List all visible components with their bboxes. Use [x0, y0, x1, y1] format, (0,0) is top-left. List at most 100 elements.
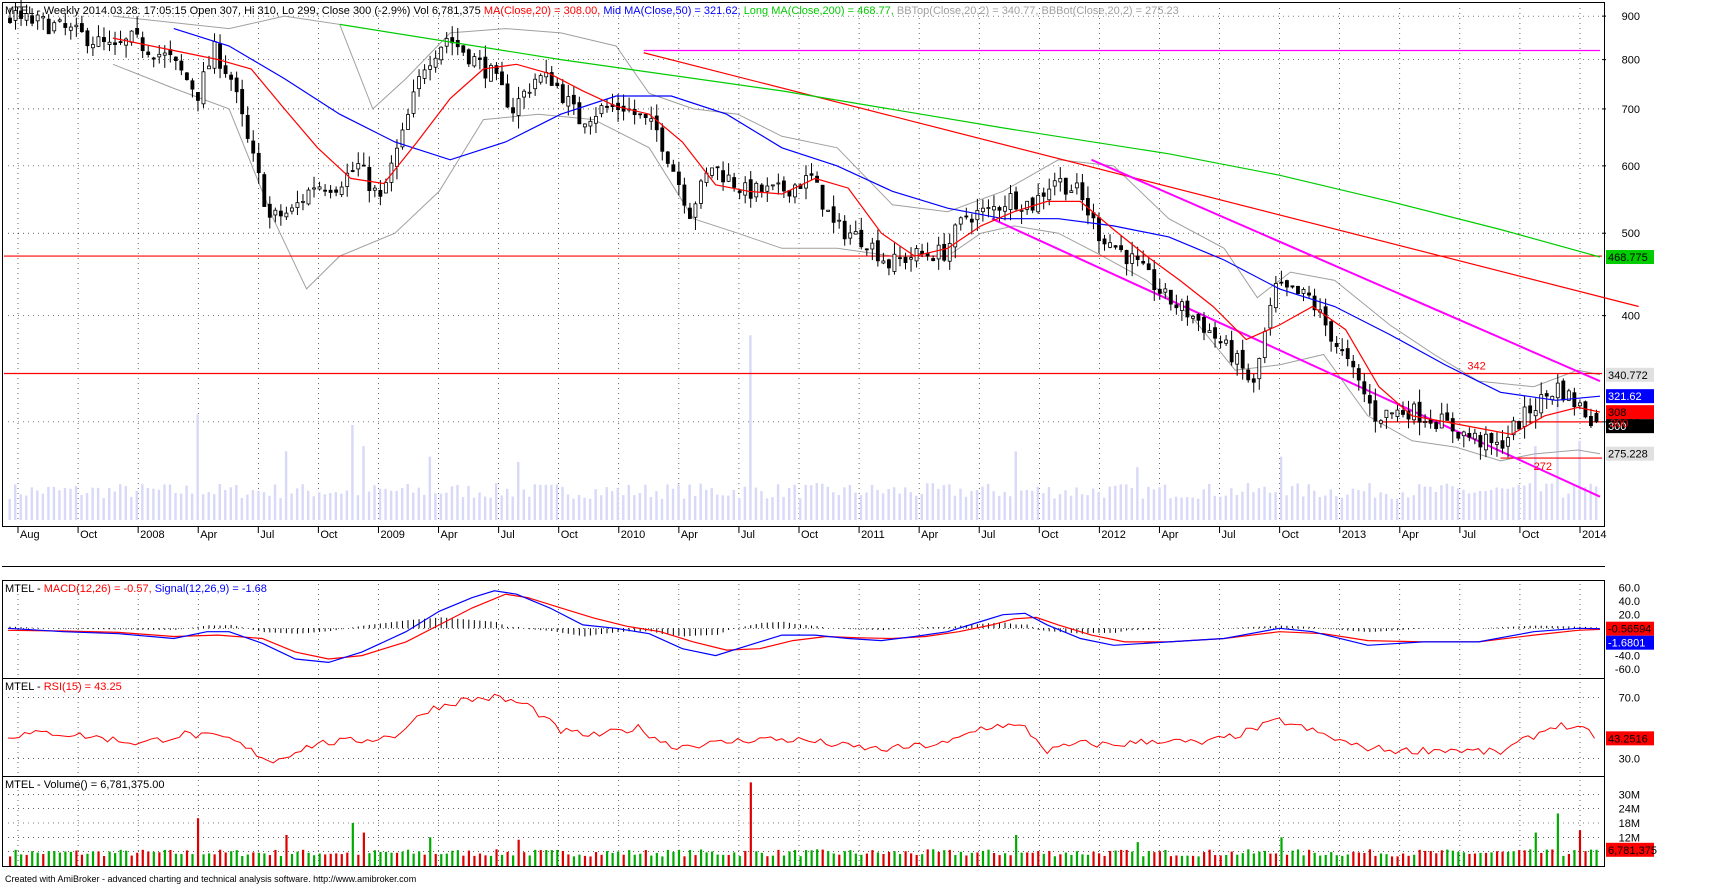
- candle: [284, 206, 289, 220]
- candle: [699, 178, 703, 209]
- volume-bar: [1424, 850, 1427, 866]
- candle-body: [383, 182, 388, 194]
- overlay-volume-bar: [572, 498, 575, 520]
- candle: [1108, 234, 1112, 249]
- volume-ytick-label-3: 12M: [1619, 832, 1640, 844]
- candle-body: [301, 201, 305, 203]
- candle-body: [947, 243, 952, 262]
- candle-body: [212, 41, 217, 69]
- date-tick-label-25: Oct: [1522, 529, 1539, 541]
- volume-bar: [1501, 851, 1504, 866]
- horizontal-levels: [4, 49, 1602, 459]
- candle: [1207, 323, 1212, 334]
- overlay-volume-bar: [1290, 486, 1294, 520]
- candle: [135, 16, 140, 38]
- overlay-volume-bar: [389, 490, 393, 520]
- candle-body: [1108, 242, 1112, 248]
- candle-body: [671, 164, 676, 172]
- volume-bar: [1241, 853, 1244, 866]
- rsi-header-prefix: MTEL -: [5, 681, 44, 693]
- date-tick-label-9: Oct: [561, 529, 578, 541]
- overlay-volume-bar: [207, 492, 210, 520]
- candle: [1003, 195, 1007, 221]
- date-axis: Aug Oct 2008 Apr Jul Oct 2009 Apr Jul Oct 2010 Apr J…: [17, 527, 1606, 541]
- volume-bar: [185, 850, 189, 866]
- volume-bar: [545, 850, 548, 866]
- candle-body: [63, 23, 68, 28]
- candle-body: [1135, 255, 1140, 260]
- volume-bar: [744, 850, 747, 866]
- overlay-volume-bar: [290, 493, 293, 520]
- volume-bar: [9, 856, 12, 866]
- overlay-volume-bar: [1219, 496, 1222, 520]
- volume-bar: [373, 850, 377, 866]
- overlay-volume-bar: [1103, 497, 1106, 520]
- candle: [1461, 430, 1466, 448]
- volume-bar: [915, 855, 918, 866]
- overlay-volume-bar: [1561, 497, 1565, 520]
- volume-bar: [1413, 854, 1416, 866]
- overlay-volume-bar: [1346, 494, 1349, 520]
- overlay-volume-bar: [500, 495, 503, 520]
- volume-bar: [1258, 851, 1261, 866]
- volume-bar: [246, 854, 249, 866]
- overlay-volume-bar: [1545, 483, 1548, 520]
- volume-bar: [1490, 852, 1493, 866]
- candle: [356, 152, 361, 177]
- candle: [715, 166, 720, 181]
- volume-bar: [633, 854, 636, 866]
- candle-body: [726, 174, 731, 182]
- date-tick-label-7: Apr: [441, 529, 458, 541]
- overlay-volume-bar: [804, 484, 807, 520]
- volume-bar: [1004, 853, 1007, 866]
- overlay-volume-bar: [152, 488, 155, 520]
- candle: [1058, 167, 1063, 192]
- candle-body: [1130, 253, 1135, 264]
- overlay-volume-bar: [1163, 484, 1167, 520]
- volume-bar: [130, 855, 133, 866]
- overlay-volume-bar: [224, 490, 227, 520]
- volume-bar: [42, 854, 45, 866]
- candle: [693, 201, 698, 231]
- overlay-volume-bar: [959, 488, 962, 520]
- overlay-volume-bar: [395, 490, 398, 520]
- overlay-volume-bar: [356, 495, 360, 520]
- overlay-volume-bar: [146, 487, 150, 520]
- volume-bar: [639, 853, 642, 866]
- candle-body: [483, 56, 488, 79]
- volume-bar: [711, 851, 714, 866]
- rsi-y-ticks: 70.0 30.0: [1619, 692, 1640, 765]
- overlay-volume-bar: [898, 493, 901, 520]
- candle-body: [428, 65, 433, 70]
- candle-body: [1246, 369, 1251, 381]
- candle-body: [931, 258, 936, 262]
- volume-bar: [1009, 855, 1012, 866]
- price-ytick-label-700: 700: [1622, 104, 1640, 116]
- candle-body: [345, 172, 350, 187]
- macd-header-macd: MACD(12,26) = -0.57,: [44, 583, 152, 595]
- candle-body: [958, 217, 963, 225]
- candle-body: [837, 219, 842, 222]
- candle: [411, 79, 416, 118]
- volume-value-label-0: 6,781,375: [1606, 842, 1657, 857]
- overlay-volume-bar: [351, 425, 354, 520]
- candle-body: [1185, 300, 1190, 318]
- date-tick-label-6: 2009: [380, 529, 404, 541]
- candle: [439, 46, 444, 65]
- candle: [881, 252, 886, 265]
- candle-body: [1268, 304, 1273, 329]
- volume-bar: [998, 855, 1001, 866]
- candle-body: [992, 206, 996, 211]
- volume-bar: [556, 849, 559, 866]
- overlay-volume-bar: [550, 484, 553, 520]
- candle-body: [1456, 431, 1461, 439]
- volume-bar: [31, 851, 34, 866]
- candle: [151, 56, 156, 68]
- date-tick-label-3: Apr: [200, 529, 217, 541]
- overlay-volume-bar: [96, 487, 100, 520]
- price-value-label-bg-3: [1606, 405, 1654, 420]
- overlay-volume-bar: [1578, 440, 1581, 520]
- candle-body: [737, 190, 742, 193]
- candle-body: [1555, 382, 1560, 399]
- candle-body: [406, 114, 410, 130]
